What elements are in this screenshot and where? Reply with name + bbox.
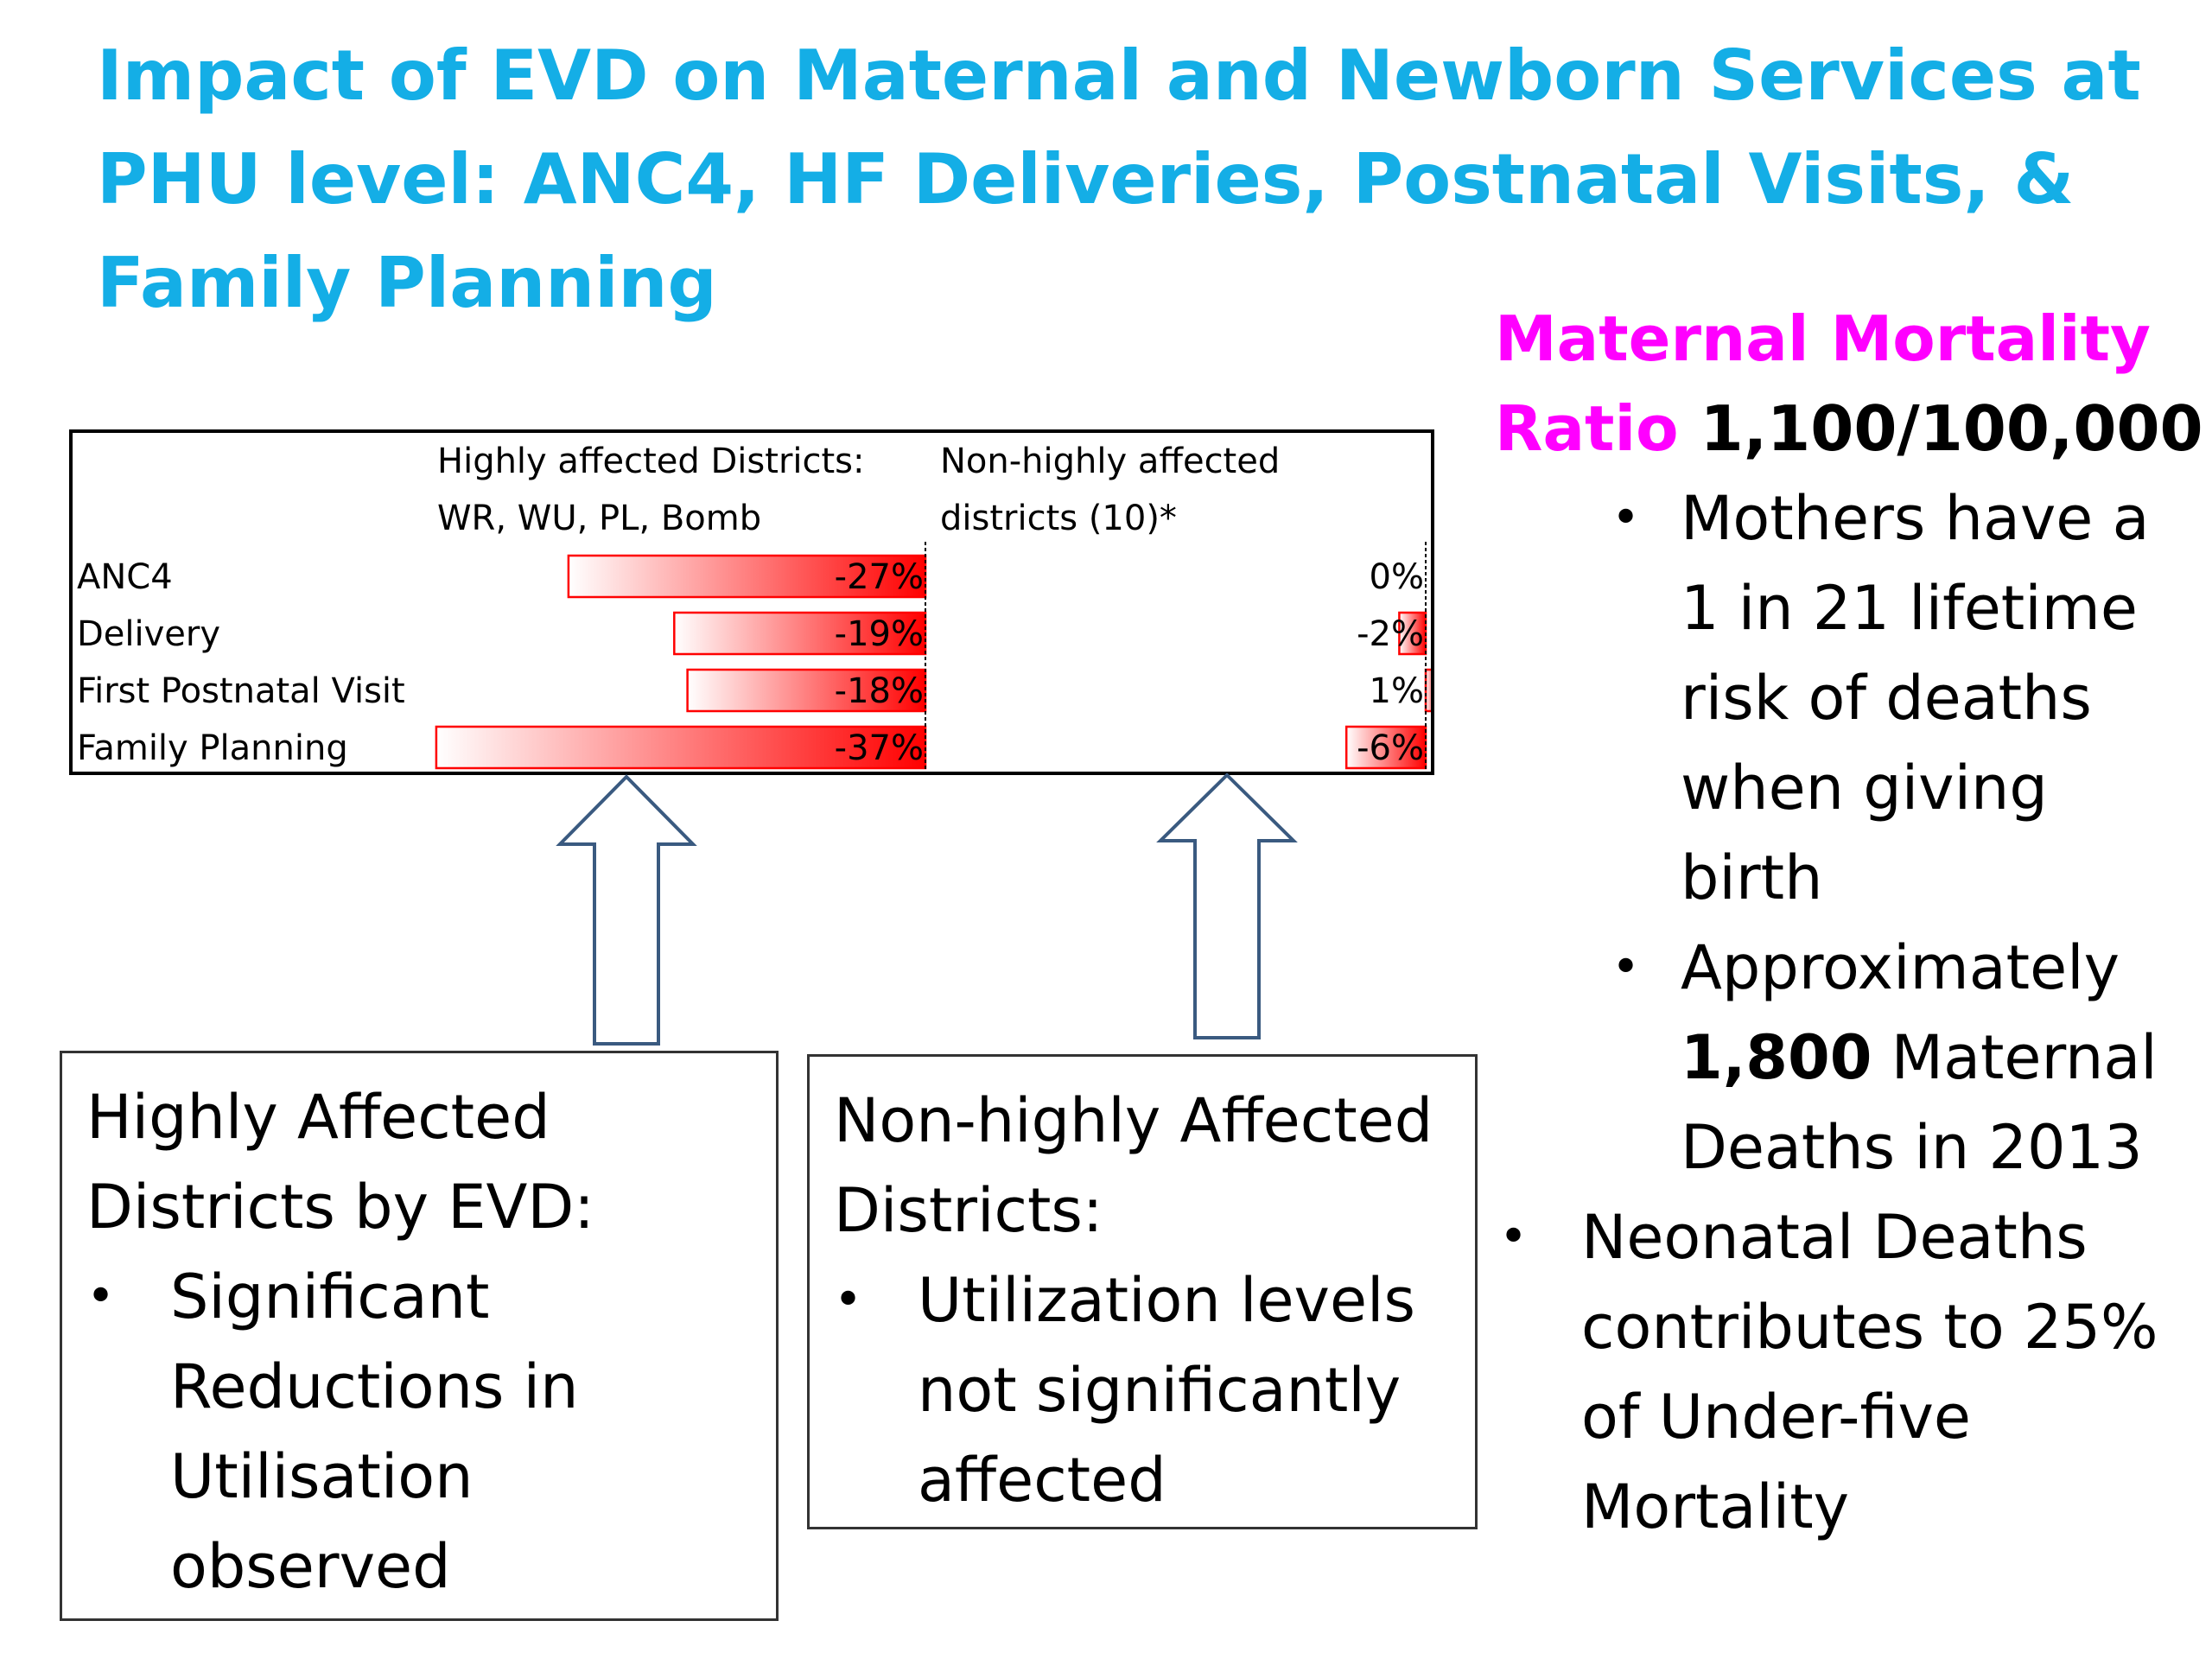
fact-line: birth (1681, 842, 1823, 913)
data-label: 0% (1370, 557, 1424, 597)
maternal-mortality-ratio: Maternal Mortality Ratio 1,100/100,000 (1495, 294, 2203, 474)
category-label: ANC4 (77, 557, 173, 597)
mmr-value: 1,100/100,000 (1700, 392, 2203, 465)
bullet-line: Significant (170, 1262, 490, 1332)
category-label: First Postnatal Visit (77, 671, 405, 711)
list-item: • Utilization levels not significantly a… (810, 1255, 1475, 1525)
up-arrow-icon (556, 774, 697, 1046)
title-line: Family Planning (97, 243, 717, 323)
bullet: • (86, 1268, 116, 1325)
data-label: -6% (1357, 728, 1424, 768)
list-item: • Mothers have a 1 in 21 lifetime risk o… (1469, 474, 2203, 923)
bullet: • (1499, 1209, 1529, 1265)
chart-canvas: Highly affected Districts: WR, WU, PL, Bo… (77, 442, 1431, 772)
bullet: • (834, 1272, 863, 1328)
fact-line: of Under-five (1581, 1382, 1971, 1452)
fact-line: 1,800 Maternal (1681, 1013, 2203, 1103)
fact-line: Mortality (1581, 1471, 1850, 1542)
bar (673, 611, 927, 656)
series-header: Highly affected Districts: (437, 442, 865, 481)
box-heading: Highly Affected (86, 1082, 550, 1153)
title-line: Impact of EVD on Maternal and Newborn Se… (97, 35, 2141, 116)
box-bullets: • Utilization levels not significantly a… (810, 1255, 1475, 1525)
box-heading: Districts: (834, 1175, 1103, 1246)
box-heading: Districts by EVD: (86, 1172, 594, 1243)
fact-line: Deaths in 2013 (1681, 1112, 2143, 1183)
series-header: Non-highly affected (940, 442, 1280, 481)
bullet: • (1611, 939, 1641, 995)
list-item: • Approximately 1,800 Maternal Deaths in… (1469, 923, 2203, 1192)
title-line: PHU level: ANC4, HF Deliveries, Postnata… (97, 139, 2075, 219)
data-label: 1% (1370, 671, 1424, 711)
bullet-line: Utilization levels (918, 1265, 1415, 1336)
mortality-facts-list: • Mothers have a 1 in 21 lifetime risk o… (1469, 474, 2203, 1552)
fact-line: contributes to 25% (1581, 1292, 2158, 1363)
series-header: WR, WU, PL, Bomb (437, 499, 761, 538)
data-label: -18% (835, 671, 924, 711)
slide-title: Impact of EVD on Maternal and Newborn Se… (97, 24, 2141, 335)
data-label: -27% (835, 557, 924, 597)
utilization-change-chart: Highly affected Districts: WR, WU, PL, Bo… (69, 429, 1434, 775)
category-label: Delivery (77, 614, 220, 654)
mmr-label: Maternal Mortality (1495, 302, 2151, 375)
fact-line: Mothers have a (1681, 483, 2150, 554)
category-label: Family Planning (77, 728, 348, 768)
fact-line: Approximately (1681, 932, 2120, 1003)
list-item: • Significant Reductions in Utilisation … (62, 1252, 776, 1611)
list-item: • Neonatal Deaths contributes to 25% of … (1469, 1192, 2203, 1552)
data-label: -19% (835, 614, 924, 654)
bar (1344, 725, 1427, 770)
bullet-line: Reductions in (170, 1351, 579, 1422)
data-label: -2% (1357, 614, 1424, 654)
fact-line: risk of deaths (1681, 663, 2092, 734)
up-arrow-icon (1156, 772, 1298, 1039)
box-heading: Non-highly Affected (834, 1085, 1433, 1156)
bar (435, 725, 927, 770)
bar (567, 554, 927, 599)
fact-line: Neonatal Deaths (1581, 1202, 2088, 1273)
data-label: -37% (835, 728, 924, 768)
non-highly-affected-box: Non-highly Affected Districts: • Utiliza… (807, 1054, 1478, 1529)
maternal-deaths-count: 1,800 (1681, 1022, 1872, 1093)
bullet: • (1611, 490, 1641, 546)
mmr-label: Ratio (1495, 392, 1679, 465)
box-bullets: • Significant Reductions in Utilisation … (62, 1252, 776, 1611)
series-header: districts (10)* (940, 499, 1177, 538)
bullet-line: observed (170, 1531, 451, 1602)
fact-line: when giving (1681, 753, 2048, 823)
highly-affected-box: Highly Affected Districts by EVD: • Sign… (60, 1051, 779, 1621)
fact-line: 1 in 21 lifetime (1681, 573, 2138, 644)
bullet-line: not significantly (918, 1355, 1402, 1426)
bar (686, 668, 927, 713)
bullet-line: affected (918, 1445, 1166, 1516)
fact-text: Maternal (1872, 1022, 2158, 1093)
bullet-line: Utilisation (170, 1441, 474, 1512)
